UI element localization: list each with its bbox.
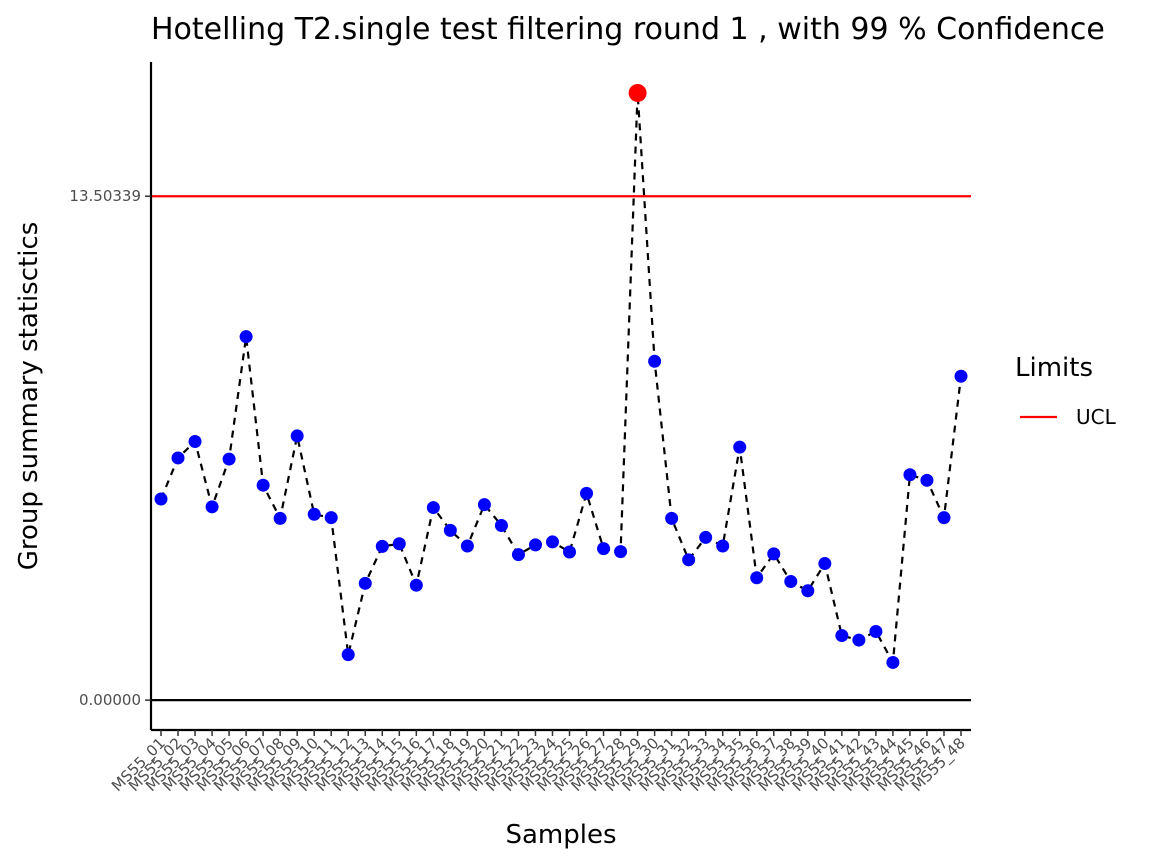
y-axis-ticks: 0.00000 13.50339	[69, 187, 151, 709]
data-point-MS55_20	[477, 498, 491, 512]
data-point-MS55_09	[290, 429, 304, 443]
data-point-MS55_11	[324, 511, 338, 525]
y-tick-label: 0.00000	[79, 691, 141, 709]
data-point-MS55_39	[801, 584, 815, 598]
data-point-MS55_21	[494, 518, 508, 532]
data-point-MS55_08	[273, 511, 287, 525]
data-point-MS55_26	[580, 486, 594, 500]
data-point-MS55_06	[239, 330, 253, 344]
data-point-MS55_24	[545, 535, 559, 549]
data-point-MS55_38	[784, 574, 798, 588]
data-point-MS55_47	[937, 511, 951, 525]
data-point-MS55_34	[716, 539, 730, 553]
data-point-MS55_42	[852, 633, 866, 647]
x-axis-ticks: MS55_01MS55_02MS55_03MS55_04MS55_05MS55_…	[108, 730, 970, 796]
data-point-MS55_14	[375, 539, 389, 553]
data-point-MS55_15	[392, 537, 406, 551]
data-point-MS55_37	[767, 547, 781, 561]
plot-area	[151, 83, 971, 702]
data-point-MS55_40	[818, 557, 832, 571]
data-point-MS55_48	[954, 369, 968, 383]
data-point-MS55_17	[426, 501, 440, 515]
data-point-MS55_44	[886, 655, 900, 669]
data-point-MS55_29	[628, 83, 647, 102]
data-point-MS55_12	[341, 648, 355, 662]
y-axis-title: Group summary statisctics	[14, 222, 44, 571]
data-point-MS55_41	[835, 629, 849, 643]
data-point-MS55_16	[409, 578, 423, 592]
legend-ucl-label: UCL	[1076, 405, 1117, 429]
data-point-MS55_31	[665, 511, 679, 525]
legend: Limits UCL	[1015, 353, 1117, 429]
x-axis-title: Samples	[505, 820, 616, 850]
data-point-MS55_35	[733, 440, 747, 454]
data-point-MS55_13	[358, 576, 372, 590]
data-point-MS55_07	[256, 478, 270, 492]
chart-title: Hotelling T2.single test filtering round…	[151, 12, 1105, 47]
data-point-MS55_23	[528, 538, 542, 552]
data-point-MS55_45	[903, 468, 917, 482]
data-point-MS55_30	[648, 354, 662, 368]
data-point-MS55_01	[154, 492, 168, 506]
data-point-MS55_27	[597, 542, 611, 556]
data-point-MS55_02	[171, 451, 185, 465]
data-point-MS55_33	[699, 530, 713, 544]
data-point-MS55_04	[205, 500, 219, 514]
data-point-MS55_25	[563, 545, 577, 559]
data-point-MS55_03	[188, 435, 202, 449]
data-point-MS55_18	[443, 523, 457, 537]
data-point-MS55_22	[511, 548, 525, 562]
data-point-MS55_46	[920, 473, 934, 487]
series-line	[159, 92, 963, 667]
data-point-MS55_43	[869, 624, 883, 638]
data-point-MS55_36	[750, 571, 764, 585]
legend-title: Limits	[1015, 353, 1093, 383]
data-point-MS55_10	[307, 507, 321, 521]
data-point-MS55_28	[614, 545, 628, 559]
data-point-MS55_32	[682, 553, 696, 567]
data-point-MS55_05	[222, 452, 236, 466]
y-tick-label: 13.50339	[69, 187, 141, 205]
data-point-MS55_19	[460, 539, 474, 553]
